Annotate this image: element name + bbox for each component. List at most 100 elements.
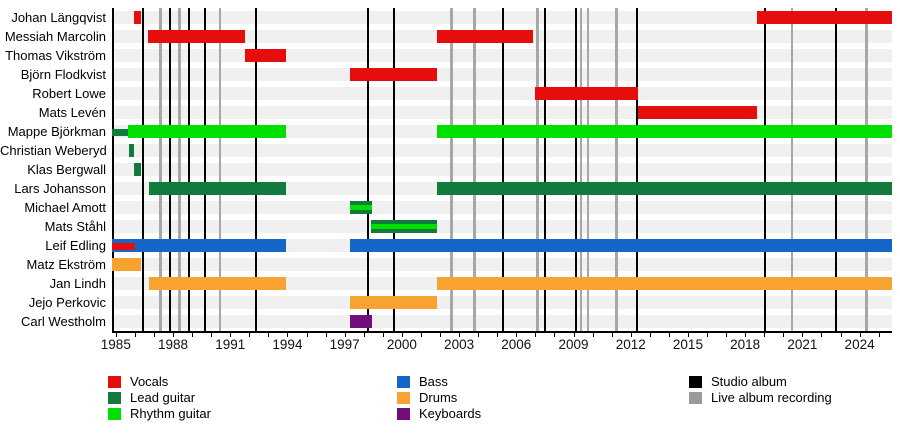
member-label: Leif Edling (45, 238, 106, 253)
axis-tick-label: 2009 (558, 337, 589, 352)
axis-tick (668, 332, 670, 337)
axis-tick (554, 332, 556, 337)
legend-item-bass: Bass (397, 373, 448, 389)
member-labels-column: Johan Längqvist Messiah Marcolin Thomas Vi… (0, 0, 107, 340)
axis-tick-label: 2012 (615, 337, 646, 352)
legend-label: Lead guitar (130, 390, 196, 405)
axis-tick-label: 1994 (272, 337, 303, 352)
axis-tick (764, 332, 766, 337)
axis-tick (344, 332, 346, 337)
axis-tick-label: 2021 (787, 337, 818, 352)
legend-swatch-bass (397, 376, 410, 388)
member-bar-lead_rhythm_guitar (350, 201, 373, 214)
legend-item-vocals: Vocals (108, 373, 168, 389)
axis-tick (745, 332, 747, 337)
axis-tick (611, 332, 613, 337)
studio-album-line (188, 8, 191, 331)
member-label: Robert Lowe (32, 86, 106, 101)
live-album-line (450, 8, 453, 331)
live-album-line (790, 8, 794, 331)
member-bar-lead_rhythm_guitar (371, 220, 438, 233)
legend-swatch-drums (397, 392, 410, 404)
axis-tick (230, 332, 232, 337)
member-label: Thomas Vikström (5, 48, 106, 63)
studio-album-line (393, 8, 396, 331)
axis-tick (859, 332, 861, 337)
legend-label: Keyboards (419, 406, 482, 421)
axis-tick (687, 332, 689, 337)
legend-swatch-lead_guitar (108, 392, 121, 404)
timeline-plot-area (112, 8, 892, 331)
member-label: Lars Johansson (14, 181, 106, 196)
member-bar-vocals (756, 11, 892, 24)
member-bar-drums (437, 277, 892, 290)
axis-tick (211, 332, 213, 337)
member-bar-vocals (133, 11, 141, 24)
axis-tick-label: 1997 (329, 337, 360, 352)
axis-tick (649, 332, 651, 337)
axis-tick-label: 2015 (672, 337, 703, 352)
axis-tick (516, 332, 518, 337)
studio-album-line (254, 8, 257, 331)
member-label: Johan Längqvist (11, 10, 106, 25)
studio-album-line (204, 8, 207, 331)
axis-tick-label: 2003 (444, 337, 475, 352)
member-bar-vocals (245, 49, 286, 62)
member-label: Mats Levén (38, 105, 106, 120)
member-bar-keyboards (350, 315, 373, 328)
member-label: Björn Flodkvist (20, 67, 106, 82)
live-album-line (218, 8, 221, 331)
live-album-line (579, 8, 583, 331)
axis-tick (306, 332, 308, 337)
legend-label: Live album recording (711, 390, 832, 405)
legend-item-drums: Drums (397, 389, 457, 405)
axis-tick (821, 332, 823, 337)
member-label: Carl Westholm (20, 314, 106, 329)
legend-swatch-studio (689, 376, 702, 388)
axis-tick (268, 332, 270, 337)
axis-tick-label: 1985 (100, 337, 131, 352)
legend-item-lead_guitar: Lead guitar (108, 389, 196, 405)
axis-tick (115, 332, 117, 337)
axis-tick-label: 2024 (844, 337, 875, 352)
member-bar-bass (350, 239, 892, 252)
live-album-line (159, 8, 162, 331)
legend-swatch-live (689, 392, 702, 404)
member-bar-drums (112, 258, 141, 271)
axis-tick (802, 332, 804, 337)
axis-tick (382, 332, 384, 337)
axis-tick (878, 332, 880, 337)
member-bar-vocals (350, 68, 438, 81)
axis-tick (325, 332, 327, 337)
axis-tick (401, 332, 403, 337)
studio-album-line (636, 8, 639, 331)
member-bar-vocals (112, 243, 135, 250)
studio-album-line (834, 8, 837, 331)
legend: Vocals Lead guitar Rhythm guitar Bass Drums K… (0, 366, 900, 440)
legend-swatch-keyboards (397, 408, 410, 420)
live-album-line (586, 8, 590, 331)
legend-label: Studio album (711, 374, 787, 389)
axis-tick (173, 332, 175, 337)
member-bar-vocals (437, 30, 533, 43)
axis-tick (440, 332, 442, 337)
member-bar-lead_guitar (133, 163, 141, 176)
axis-tick (535, 332, 537, 337)
live-album-line (473, 8, 476, 331)
member-bar-rhythm_guitar (437, 125, 892, 138)
member-bar-vocals (535, 87, 639, 100)
axis-tick (363, 332, 365, 337)
axis-tick (497, 332, 499, 337)
member-bar-drums (149, 277, 286, 290)
studio-album-line (501, 8, 504, 331)
member-label: Christian Weberyd (0, 143, 107, 158)
axis-tick-label: 2018 (730, 337, 761, 352)
member-label: Mats Ståhl (44, 219, 106, 234)
axis-tick-label: 1988 (157, 337, 189, 352)
axis-tick-label: 2000 (386, 337, 417, 352)
member-bar-lead_guitar (149, 182, 286, 195)
axis-tick (287, 332, 289, 337)
axis-tick (153, 332, 155, 337)
member-bar-drums (350, 296, 438, 309)
studio-album-line (764, 8, 767, 331)
